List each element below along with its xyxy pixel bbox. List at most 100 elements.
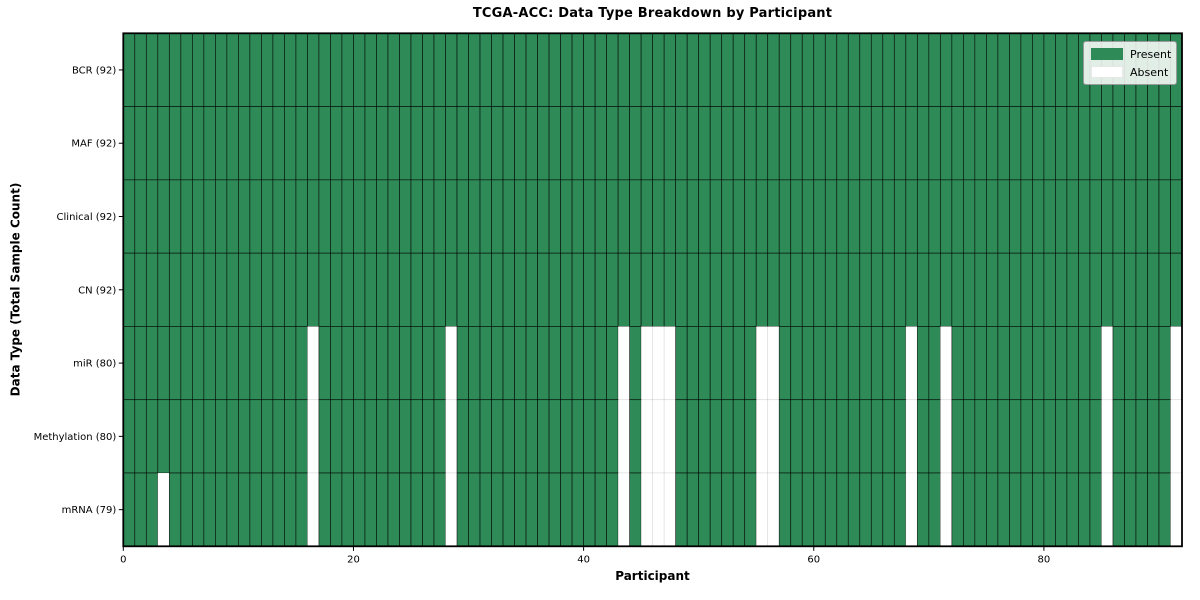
cell-absent [652, 472, 665, 547]
cell-present [606, 472, 619, 547]
cell-present [502, 252, 515, 327]
y-tick-label: CN (92) [78, 285, 116, 296]
cell-absent [755, 399, 769, 474]
cell-present [594, 399, 607, 474]
cell-present [755, 32, 769, 107]
cell-present [238, 106, 251, 181]
cell-present [226, 326, 239, 401]
cell-present [847, 252, 861, 327]
cell-present [629, 32, 642, 107]
cell-present [1089, 472, 1102, 547]
cell-present [1066, 179, 1079, 254]
cell-present [974, 472, 987, 547]
cell-present [732, 252, 746, 327]
cell-present [997, 252, 1010, 327]
cell-present [1112, 252, 1125, 327]
cell-present [456, 106, 469, 181]
cell-present [1055, 326, 1068, 401]
cell-present [272, 252, 285, 327]
cell-present [986, 106, 999, 181]
cell-present [997, 32, 1010, 107]
cell-present [525, 106, 538, 181]
cell-present [433, 252, 446, 327]
cell-present [548, 106, 561, 181]
cell-present [1147, 252, 1160, 327]
cell-present [1032, 399, 1045, 474]
cell-present [134, 179, 147, 254]
cell-present [261, 32, 274, 107]
cell-present [192, 106, 205, 181]
cell-present [594, 179, 607, 254]
cell-present [698, 32, 711, 107]
cell-present [410, 32, 423, 107]
cell-present [433, 179, 446, 254]
cell-present [1158, 252, 1171, 327]
cell-present [387, 32, 400, 107]
cell-present [1158, 326, 1171, 401]
cell-present [364, 106, 377, 181]
cell-present [606, 179, 619, 254]
cell-present [571, 179, 584, 254]
cell-present [744, 399, 757, 474]
cell-present [479, 472, 492, 547]
cell-present [525, 252, 538, 327]
cell-present [571, 252, 584, 327]
cell-present [824, 399, 838, 474]
cell-present [422, 472, 435, 547]
cell-present [456, 32, 469, 107]
cell-present [1089, 399, 1102, 474]
cell-present [1009, 326, 1022, 401]
cell-present [353, 252, 366, 327]
cell-present [571, 32, 584, 107]
cell-present [686, 326, 700, 401]
cell-present [307, 252, 320, 327]
cell-present [859, 472, 872, 547]
cell-present [1020, 32, 1033, 107]
cell-present [376, 106, 389, 181]
cell-present [675, 472, 688, 547]
cell-present [468, 106, 481, 181]
cell-present [192, 326, 205, 401]
y-tick-label: miR (80) [73, 359, 116, 370]
cell-present [537, 399, 550, 474]
cell-present [709, 326, 723, 401]
cell-present [238, 399, 251, 474]
cell-present [318, 399, 331, 474]
cell-present [997, 179, 1010, 254]
cell-present [410, 472, 423, 547]
x-tick-label: 80 [1038, 554, 1051, 565]
cell-present [847, 399, 861, 474]
cell-present [594, 32, 607, 107]
cell-present [249, 179, 262, 254]
cell-present [594, 472, 607, 547]
cell-present [491, 399, 504, 474]
cell-present [387, 106, 400, 181]
cell-present [353, 106, 366, 181]
cell-present [399, 472, 412, 547]
cell-present [502, 106, 515, 181]
cell-present [284, 399, 297, 474]
cell-present [295, 106, 308, 181]
cell-present [433, 106, 446, 181]
cell-present [939, 252, 953, 327]
cell-present [778, 326, 792, 401]
cell-present [364, 399, 377, 474]
cell-present [145, 106, 159, 181]
cell-absent [1101, 472, 1114, 547]
cell-present [675, 32, 688, 107]
cell-present [986, 326, 999, 401]
cell-present [813, 472, 826, 547]
cell-present [916, 326, 930, 401]
cell-present [905, 32, 918, 107]
cell-present [1032, 472, 1045, 547]
cell-present [456, 399, 469, 474]
cell-present [686, 32, 700, 107]
x-tick-label: 20 [347, 554, 360, 565]
cell-present [560, 399, 573, 474]
cell-present [560, 106, 573, 181]
cell-absent [905, 472, 918, 547]
cell-present [870, 399, 884, 474]
cell-present [341, 472, 354, 547]
cell-present [376, 179, 389, 254]
cell-present [215, 252, 228, 327]
